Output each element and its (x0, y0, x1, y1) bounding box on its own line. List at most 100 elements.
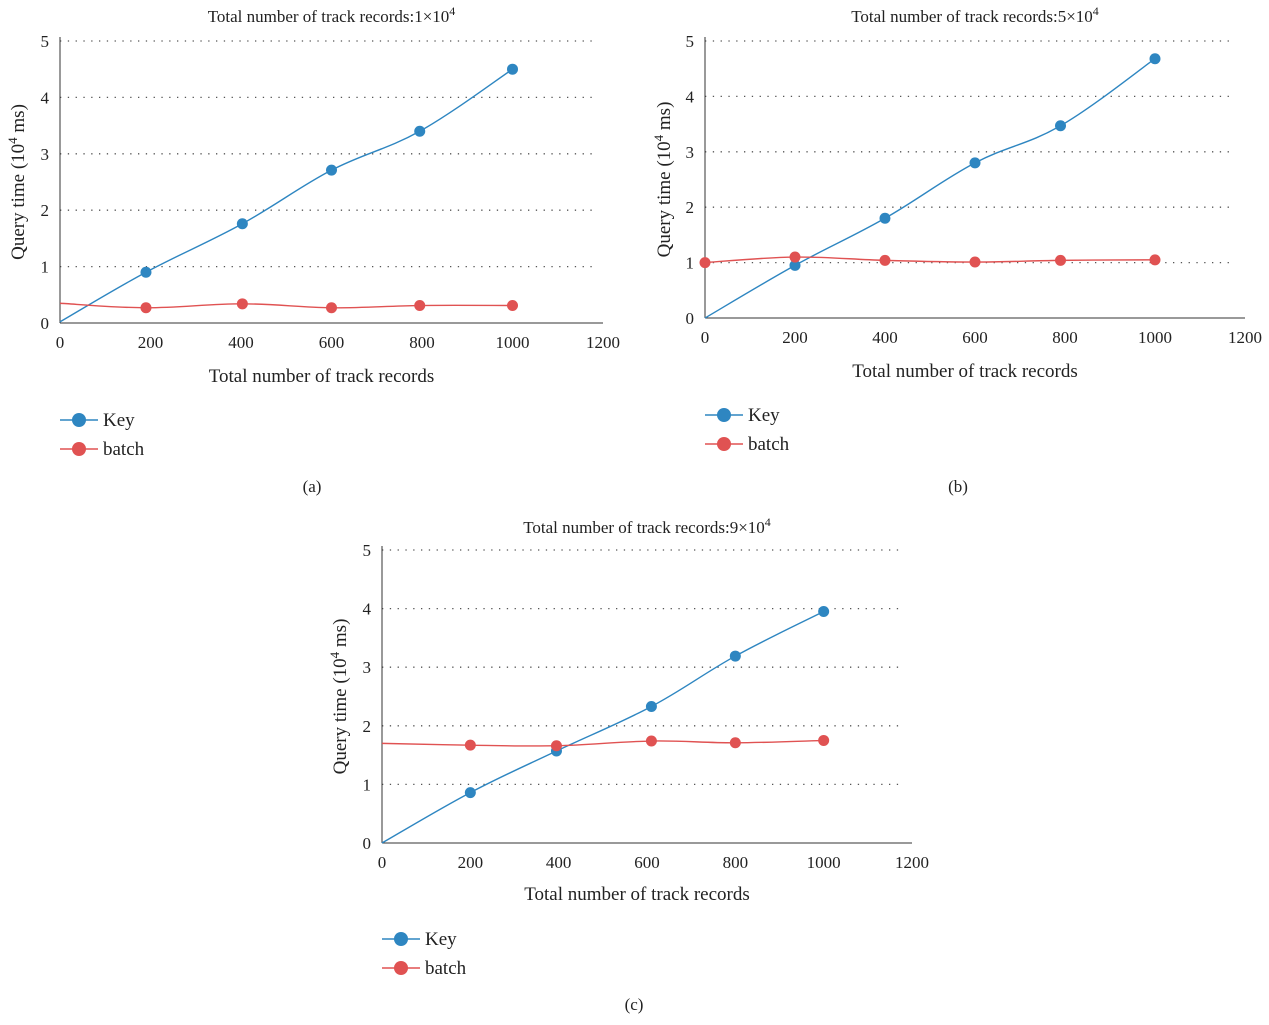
chart-a-key-point (414, 125, 426, 137)
chart-b-x-tick-label: 200 (782, 328, 808, 347)
chart-b-x-tick-label: 600 (962, 328, 988, 347)
chart-c-key-point (464, 787, 476, 799)
chart-c-y-tick-label: 4 (363, 600, 372, 619)
chart-c-legend-batch: batch (382, 958, 467, 979)
chart-c-batch-point (645, 735, 657, 747)
chart-c-title: Total number of track records:9×104 (523, 515, 771, 537)
chart-a-batch-point (236, 298, 248, 310)
chart-b-batch-point (879, 254, 891, 266)
chart-c-x-tick-label: 1000 (807, 853, 841, 872)
chart-c-batch-point (818, 734, 830, 746)
chart-c-x-tick-label: 1200 (895, 853, 929, 872)
chart-a-y-tick-label: 1 (41, 258, 50, 277)
chart-b-batch-point (969, 256, 981, 268)
chart-b-svg: Total number of track records:5×104 0 1 2 3 4… (651, 4, 1262, 496)
chart-c-x-tick-label: 600 (634, 853, 660, 872)
chart-c-legend-key-label: Key (425, 929, 457, 950)
chart-a-legend-batch: batch (60, 439, 145, 460)
chart-b-key-point (1149, 53, 1161, 65)
chart-a-x-tick-label: 1200 (586, 333, 620, 352)
chart-b-x-tick-label: 1000 (1138, 328, 1172, 347)
chart-c-y-tick-label: 0 (363, 834, 372, 853)
chart-b-x-tick-label: 1200 (1228, 328, 1262, 347)
chart-b-x-tick-label: 0 (701, 328, 710, 347)
chart-a-x-tick-label: 800 (409, 333, 435, 352)
chart-a-x-axis-label: Total number of track records (209, 366, 435, 387)
chart-c-x-tick-label: 800 (723, 853, 749, 872)
chart-c-y-tick-label: 2 (363, 717, 372, 736)
chart-b-y-tick-label: 0 (686, 309, 695, 328)
chart-b-series-batch-line (704, 256, 1156, 264)
chart-c-x-tick-label: 200 (458, 853, 484, 872)
chart-a-key-point (236, 218, 248, 230)
chart-c-legend-batch-swatch-marker (394, 961, 408, 975)
chart-c-x-tick-label: 0 (378, 853, 387, 872)
chart-b-key-point (969, 157, 981, 169)
chart-b-y-tick-label: 1 (686, 254, 695, 273)
chart-b-series-key-line (704, 58, 1156, 319)
chart-panel-b: Total number of track records:5×104 0 1 2 3 4… (640, 0, 1269, 505)
chart-b-y-tick-label: 5 (686, 32, 695, 51)
chart-b-x-tick-label: 800 (1052, 328, 1078, 347)
chart-c-series-key-line (381, 610, 824, 844)
chart-c-legend-key-swatch-marker (394, 932, 408, 946)
chart-a-title: Total number of track records:1×104 (208, 4, 456, 26)
chart-c-batch-point (464, 739, 476, 751)
chart-a-svg: Total number of track records:1×104 0 1 2 3 4… (5, 4, 620, 496)
chart-b-y-tick-label: 2 (686, 198, 695, 217)
chart-a-x-tick-label: 1000 (496, 333, 530, 352)
chart-a-series-key-line (59, 68, 513, 323)
chart-b-key-point (879, 212, 891, 224)
chart-b-legend-key-swatch-marker (717, 408, 731, 422)
chart-panel-c: Total number of track records:9×104 0 1 2 3 4… (320, 505, 960, 1025)
chart-a-series-batch-line (59, 302, 513, 309)
chart-c-y-tick-label: 1 (363, 775, 372, 794)
chart-b-legend-batch-label: batch (748, 434, 790, 455)
chart-b-y-tick-label: 3 (686, 143, 695, 162)
chart-a-legend-key-label: Key (103, 410, 135, 431)
chart-a-y-tick-label: 4 (41, 88, 50, 107)
chart-c-legend-batch-label: batch (425, 958, 467, 979)
chart-c-key-point (729, 650, 741, 662)
chart-b-x-tick-label: 400 (872, 328, 898, 347)
chart-a-legend-key-swatch-marker (72, 413, 86, 427)
chart-b-x-axis-label: Total number of track records (852, 361, 1078, 382)
chart-a-y-tick-label: 2 (41, 201, 50, 220)
chart-c-series-batch-line (381, 739, 824, 747)
chart-b-key-point (1055, 120, 1066, 132)
chart-b-legend-batch-swatch-marker (717, 437, 731, 451)
chart-c-panel-label: (c) (625, 995, 644, 1014)
chart-a-x-tick-label: 200 (138, 333, 164, 352)
chart-b-legend-key-label: Key (748, 405, 780, 426)
chart-b-y-tick-label: 4 (686, 87, 695, 106)
chart-b-panel-label: (b) (948, 477, 968, 496)
chart-a-key-point (326, 164, 337, 176)
chart-a-batch-point (507, 300, 518, 312)
chart-a-x-tick-label: 400 (228, 333, 254, 352)
chart-c-svg: Total number of track records:9×104 0 1 2 3 4… (327, 515, 929, 1014)
chart-b-batch-point (699, 257, 711, 269)
chart-c-batch-point (550, 740, 562, 752)
chart-b-legend-key: Key (705, 405, 780, 426)
chart-b-legend-batch: batch (705, 434, 790, 455)
chart-c-y-tick-label: 5 (363, 541, 372, 560)
chart-a-panel-label: (a) (303, 477, 322, 496)
chart-c-y-tick-label: 3 (363, 658, 372, 677)
chart-c-x-axis-label: Total number of track records (524, 884, 750, 905)
chart-b-key-point (789, 259, 801, 271)
chart-a-batch-point (414, 300, 426, 312)
chart-c-x-tick-label: 400 (546, 853, 572, 872)
chart-a-key-point (140, 266, 152, 278)
chart-b-y-axis-label: Query time (104 ms) (651, 102, 675, 258)
chart-a-y-tick-label: 5 (41, 32, 50, 51)
chart-b-batch-point (1149, 254, 1161, 266)
chart-a-batch-point (140, 302, 152, 314)
chart-panel-a: Total number of track records:1×104 0 1 2 3 4… (0, 0, 630, 505)
chart-c-batch-point (729, 737, 741, 749)
chart-a-y-axis-label: Query time (104 ms) (5, 104, 29, 260)
chart-c-key-point (818, 606, 830, 618)
chart-a-legend-key: Key (60, 410, 135, 431)
chart-a-batch-point (326, 302, 337, 314)
chart-b-batch-point (789, 251, 801, 263)
chart-a-x-tick-label: 600 (319, 333, 345, 352)
